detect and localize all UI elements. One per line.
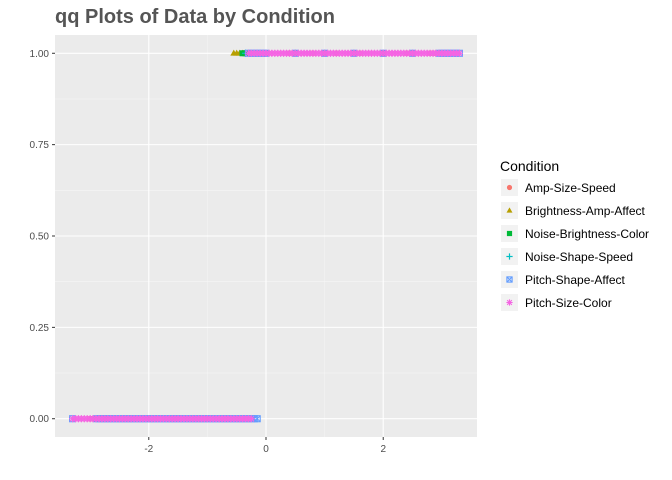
- legend-label: Noise-Brightness-Color: [525, 227, 649, 241]
- legend-title: Condition: [500, 158, 559, 174]
- legend-item: Noise-Shape-Speed: [501, 248, 633, 265]
- legend-label: Amp-Size-Speed: [525, 181, 616, 195]
- legend-item: Amp-Size-Speed: [501, 179, 616, 196]
- legend-marker: [506, 253, 513, 260]
- legend-marker: [506, 207, 513, 213]
- legend-label: Brightness-Amp-Affect: [525, 204, 645, 218]
- legend-label: Pitch-Size-Color: [525, 296, 612, 310]
- legend: Condition Amp-Size-Speed Brightness-Amp-A…: [500, 158, 649, 311]
- legend-item: Pitch-Shape-Affect: [501, 271, 625, 288]
- x-tick-label: 2: [380, 444, 386, 455]
- legend-marker: [506, 299, 513, 306]
- legend-marker: [506, 276, 513, 283]
- data-points: [68, 49, 464, 423]
- axes: -2 0 2 0.00 0.25 0.50 0.75 1.00: [30, 49, 387, 455]
- y-tick-label: 0.00: [30, 414, 50, 425]
- x-tick-label: 0: [263, 444, 269, 455]
- data-point: [247, 415, 255, 423]
- legend-label: Noise-Shape-Speed: [525, 250, 633, 264]
- y-tick-label: 0.25: [30, 323, 50, 334]
- legend-label: Pitch-Shape-Affect: [525, 273, 625, 287]
- y-tick-label: 0.75: [30, 140, 50, 151]
- legend-marker: [506, 230, 513, 237]
- legend-marker: [506, 184, 513, 191]
- legend-item: Brightness-Amp-Affect: [501, 202, 645, 219]
- x-tick-label: -2: [144, 444, 153, 455]
- y-tick-label: 0.50: [30, 232, 50, 243]
- legend-items: Amp-Size-Speed Brightness-Amp-Affect Noise…: [501, 179, 649, 311]
- y-tick-label: 1.00: [30, 49, 50, 60]
- series-pitch-size-color: [68, 49, 464, 423]
- data-point: [455, 49, 464, 57]
- legend-item: Noise-Brightness-Color: [501, 225, 649, 242]
- chart-title: qq Plots of Data by Condition: [55, 6, 335, 28]
- legend-item: Pitch-Size-Color: [501, 294, 612, 311]
